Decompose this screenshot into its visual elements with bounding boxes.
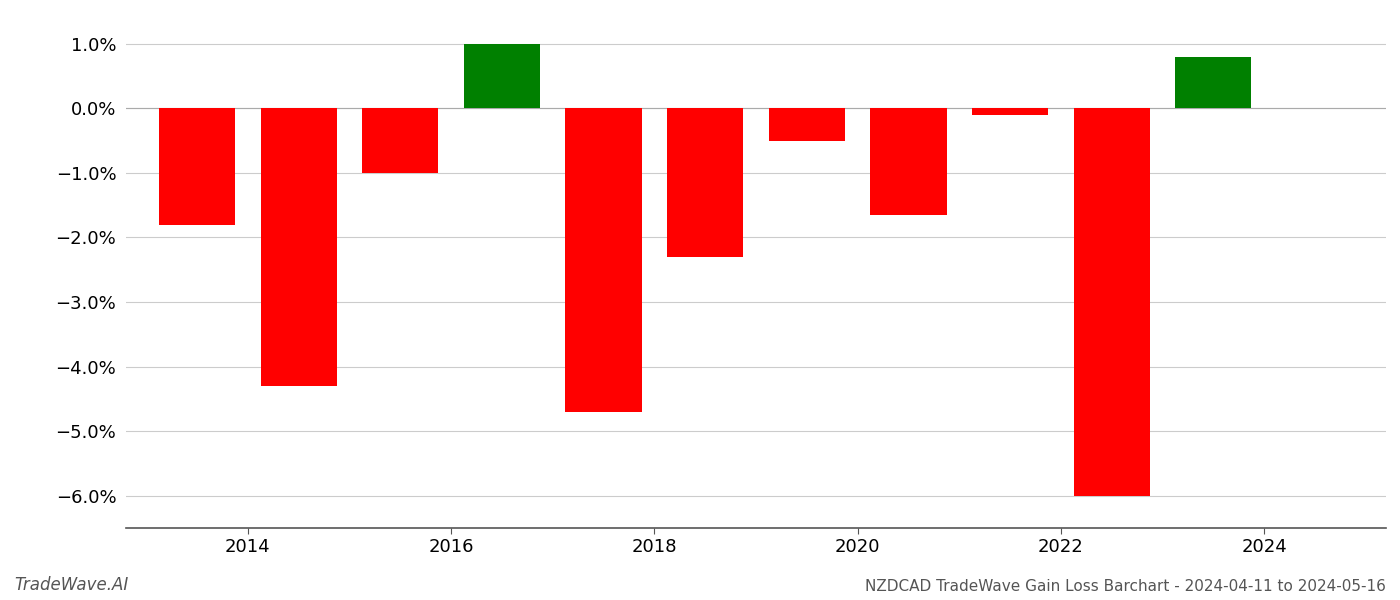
Bar bbox=[1074, 109, 1149, 496]
Bar bbox=[463, 44, 540, 109]
Bar bbox=[666, 109, 743, 257]
Text: TradeWave.AI: TradeWave.AI bbox=[14, 576, 129, 594]
Text: NZDCAD TradeWave Gain Loss Barchart - 2024-04-11 to 2024-05-16: NZDCAD TradeWave Gain Loss Barchart - 20… bbox=[865, 579, 1386, 594]
Bar bbox=[260, 109, 337, 386]
Bar bbox=[363, 109, 438, 173]
Bar bbox=[972, 109, 1049, 115]
Bar bbox=[566, 109, 641, 412]
Bar bbox=[1175, 57, 1252, 109]
Bar bbox=[769, 109, 846, 140]
Bar bbox=[871, 109, 946, 215]
Bar bbox=[160, 109, 235, 224]
